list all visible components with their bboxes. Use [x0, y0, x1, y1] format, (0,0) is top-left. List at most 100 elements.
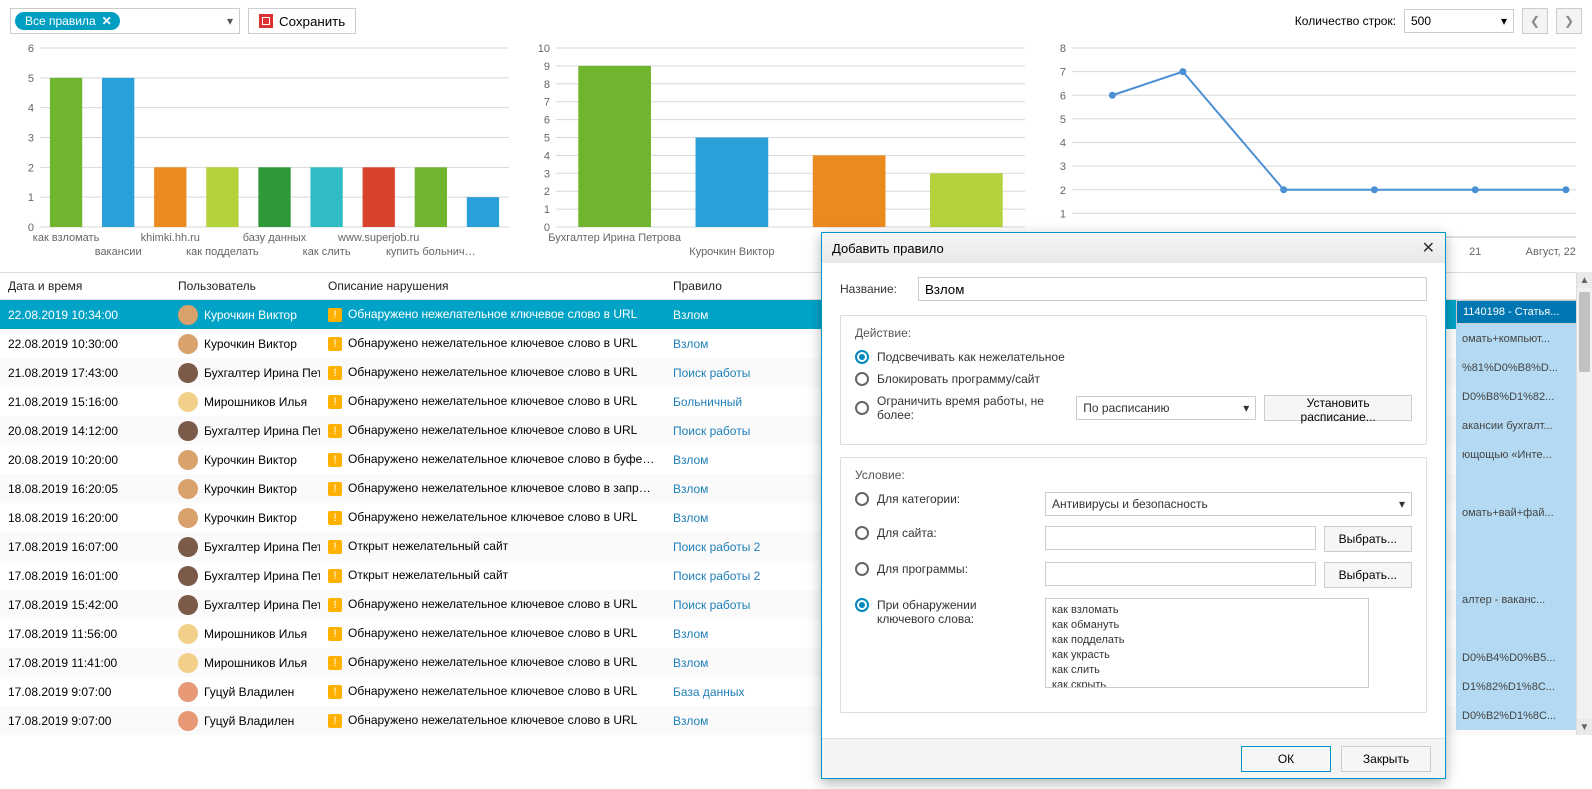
cell-rule[interactable]: Взлом: [665, 653, 835, 673]
radio-site[interactable]: [855, 526, 869, 540]
cell-desc: !Открыт нежелательный сайт: [320, 536, 665, 557]
chip-remove-icon[interactable]: ✕: [102, 14, 112, 28]
cell-rule[interactable]: Поиск работы: [665, 363, 835, 383]
radio-limit[interactable]: [855, 401, 869, 415]
svg-text:5: 5: [544, 133, 550, 145]
radio-category[interactable]: [855, 492, 869, 506]
warning-icon: !: [328, 656, 342, 670]
radio-highlight-label: Подсвечивать как нежелательное: [877, 350, 1065, 364]
svg-text:khimki.hh.ru: khimki.hh.ru: [141, 232, 200, 244]
save-button[interactable]: Сохранить: [248, 8, 356, 34]
scroll-up-icon[interactable]: ▲: [1577, 272, 1592, 288]
warning-icon: !: [328, 395, 342, 409]
dialog-title: Добавить правило: [832, 241, 944, 256]
pager-prev-button[interactable]: ❮: [1522, 8, 1548, 34]
cell-rule[interactable]: Взлом: [665, 624, 835, 644]
svg-text:1: 1: [28, 192, 34, 204]
pdf-icon: [259, 14, 273, 28]
col-date[interactable]: Дата и время: [0, 273, 170, 299]
close-icon[interactable]: ✕: [1422, 238, 1435, 258]
cell-desc: !Обнаружено нежелательное ключевое слово…: [320, 420, 665, 441]
col-desc[interactable]: Описание нарушения: [320, 273, 665, 299]
extra-cell: акансии бухгалт...: [1456, 411, 1576, 440]
col-user[interactable]: Пользователь: [170, 273, 320, 299]
cell-rule[interactable]: Взлом: [665, 334, 835, 354]
pager-next-button[interactable]: ❯: [1556, 8, 1582, 34]
col-rule[interactable]: Правило: [665, 273, 835, 299]
svg-text:2: 2: [28, 162, 34, 174]
warning-icon: !: [328, 511, 342, 525]
cell-user: Мирошников Илья: [170, 621, 320, 647]
close-button[interactable]: Закрыть: [1341, 746, 1431, 772]
limit-select[interactable]: По расписанию ▾: [1076, 396, 1256, 420]
chevron-down-icon: ▾: [1243, 401, 1249, 415]
cell-rule[interactable]: Больничный: [665, 392, 835, 412]
name-input[interactable]: [918, 277, 1427, 301]
svg-text:6: 6: [28, 43, 34, 55]
cell-user: Курочкин Виктор: [170, 505, 320, 531]
radio-highlight[interactable]: [855, 350, 869, 364]
rows-select[interactable]: 500 ▾: [1404, 9, 1514, 33]
add-rule-dialog: Добавить правило ✕ Название: Действие: П…: [821, 232, 1446, 779]
cell-rule[interactable]: Взлом: [665, 479, 835, 499]
cell-user: Гуцуй Владилен: [170, 708, 320, 734]
filter-combo[interactable]: Все правила ✕ ▾: [10, 8, 240, 34]
svg-text:9: 9: [544, 61, 550, 73]
cell-rule[interactable]: Поиск работы 2: [665, 537, 835, 557]
keywords-textarea[interactable]: как взломатькак обманутькак подделатькак…: [1045, 598, 1369, 688]
warning-icon: !: [328, 482, 342, 496]
scroll-thumb[interactable]: [1579, 292, 1590, 372]
cell-user: Бухгалтер Ирина Пет...: [170, 563, 320, 589]
site-input[interactable]: [1045, 526, 1316, 550]
rows-label: Количество строк:: [1295, 14, 1396, 28]
scroll-down-icon[interactable]: ▼: [1577, 719, 1592, 735]
cell-rule[interactable]: Взлом: [665, 508, 835, 528]
radio-site-label: Для сайта:: [877, 526, 937, 540]
cell-desc: !Обнаружено нежелательное ключевое слово…: [320, 507, 665, 528]
warning-icon: !: [328, 366, 342, 380]
cell-date: 17.08.2019 15:42:00: [0, 595, 170, 615]
radio-program[interactable]: [855, 562, 869, 576]
action-title: Действие:: [855, 326, 1412, 340]
dialog-body: Название: Действие: Подсвечивать как неж…: [822, 263, 1445, 739]
cell-desc: !Обнаружено нежелательное ключевое слово…: [320, 304, 665, 325]
cell-rule[interactable]: Взлом: [665, 305, 835, 325]
extra-cell: омать+вай+фай...: [1456, 498, 1576, 527]
extra-cell: омать+компьют...: [1456, 324, 1576, 353]
ok-button[interactable]: ОК: [1241, 746, 1331, 772]
cell-rule[interactable]: База данных: [665, 682, 835, 702]
site-choose-button[interactable]: Выбрать...: [1324, 526, 1412, 552]
cell-rule[interactable]: Поиск работы: [665, 421, 835, 441]
cell-desc: !Обнаружено нежелательное ключевое слово…: [320, 449, 665, 470]
category-select[interactable]: Антивирусы и безопасность ▾: [1045, 492, 1412, 516]
cell-rule[interactable]: Поиск работы 2: [665, 566, 835, 586]
table-scrollbar[interactable]: ▲ ▼: [1576, 272, 1592, 735]
radio-keyword-label: При обнаружении ключевого слова:: [877, 598, 1035, 626]
svg-text:4: 4: [1060, 138, 1066, 150]
dialog-titlebar[interactable]: Добавить правило ✕: [822, 233, 1445, 263]
cell-rule[interactable]: Взлом: [665, 711, 835, 731]
category-value: Антивирусы и безопасность: [1052, 497, 1208, 511]
filter-chip[interactable]: Все правила ✕: [15, 12, 120, 30]
cell-desc: !Обнаружено нежелательное ключевое слово…: [320, 362, 665, 383]
svg-text:www.superjob.ru: www.superjob.ru: [337, 232, 419, 244]
cell-user: Мирошников Илья: [170, 389, 320, 415]
svg-text:базу данных: базу данных: [243, 232, 307, 244]
radio-block[interactable]: [855, 372, 869, 386]
cell-user: Курочкин Виктор: [170, 447, 320, 473]
cell-rule[interactable]: Взлом: [665, 450, 835, 470]
avatar-icon: [178, 334, 198, 354]
set-schedule-button[interactable]: Установить расписание...: [1264, 395, 1412, 421]
program-input[interactable]: [1045, 562, 1316, 586]
chevron-down-icon[interactable]: ▾: [227, 14, 233, 28]
svg-text:3: 3: [544, 168, 550, 180]
radio-keyword[interactable]: [855, 598, 869, 612]
extra-cell: D1%82%D1%8C...: [1456, 672, 1576, 701]
extra-cell: [1456, 469, 1576, 498]
cell-rule[interactable]: Поиск работы: [665, 595, 835, 615]
svg-text:5: 5: [1060, 114, 1066, 126]
svg-text:3: 3: [28, 133, 34, 145]
cell-date: 17.08.2019 11:56:00: [0, 624, 170, 644]
program-choose-button[interactable]: Выбрать...: [1324, 562, 1412, 588]
cell-desc: !Обнаружено нежелательное ключевое слово…: [320, 333, 665, 354]
